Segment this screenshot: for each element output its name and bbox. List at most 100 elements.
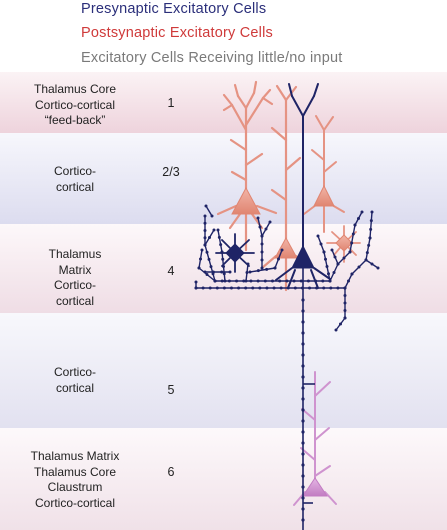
bouton	[256, 269, 260, 273]
layer-band-5: Cortico- cortical 5	[0, 313, 447, 428]
bouton	[329, 286, 333, 290]
bouton	[314, 279, 318, 283]
axon-varicosity	[301, 298, 305, 302]
bouton	[271, 279, 274, 283]
axon-varicosity	[301, 430, 305, 434]
bouton	[211, 272, 215, 276]
bouton	[299, 279, 303, 283]
layer-6-number: 6	[167, 465, 175, 479]
bouton	[286, 286, 290, 290]
bouton	[220, 250, 224, 254]
bouton	[237, 286, 241, 290]
bouton	[235, 279, 239, 283]
legend-little-input: Excitatory Cells Receiving little/no inp…	[81, 50, 343, 66]
bouton	[368, 236, 372, 240]
bouton	[199, 257, 202, 261]
bouton	[197, 266, 201, 270]
bouton	[264, 227, 268, 231]
bouton	[360, 210, 364, 214]
bouton	[348, 250, 352, 254]
layer-band-6: Thalamus Matrix Thalamus Core Claustrum …	[0, 428, 447, 530]
bouton	[273, 266, 277, 270]
bouton	[228, 270, 232, 274]
bouton	[194, 286, 198, 290]
axon-varicosity	[301, 408, 305, 412]
bouton	[208, 236, 211, 239]
bouton	[209, 265, 213, 269]
bouton	[205, 250, 209, 254]
bouton	[322, 250, 326, 254]
bouton	[350, 272, 354, 276]
bouton	[322, 286, 326, 290]
bouton	[217, 235, 221, 239]
bouton	[325, 265, 329, 268]
axon-varicosity	[301, 485, 305, 489]
layer-1-inputs-text: Thalamus Core Cortico-cortical “feed-bac…	[33, 82, 117, 127]
little-input-pyramidal-cell-layer-6	[293, 371, 337, 506]
bouton	[353, 223, 357, 227]
bouton	[260, 258, 264, 262]
bouton	[336, 262, 340, 266]
bouton	[370, 262, 374, 266]
bouton	[229, 286, 233, 290]
arbor-branch	[205, 205, 213, 217]
bouton	[343, 309, 347, 312]
axon-varicosity	[301, 507, 305, 511]
bouton	[248, 270, 252, 274]
bouton	[365, 251, 369, 255]
axon-varicosity	[301, 397, 305, 401]
layer-4-inputs-text: Thalamus Matrix Cortico- cortical	[48, 247, 102, 308]
axon-varicosity	[301, 452, 305, 456]
axon-varicosity	[301, 441, 305, 445]
bouton	[220, 270, 224, 274]
axon-varicosity	[301, 419, 305, 423]
bouton	[278, 279, 282, 283]
bouton	[327, 272, 330, 276]
layer-4-inputs: Thalamus Matrix Cortico- cortical	[12, 247, 138, 309]
bouton	[260, 242, 264, 246]
arbor-branch	[249, 267, 276, 273]
presynaptic-axon	[302, 262, 315, 530]
bouton	[219, 243, 223, 247]
bouton	[308, 286, 312, 290]
axon-varicosity	[301, 518, 305, 522]
bouton	[357, 217, 360, 220]
bouton	[328, 279, 332, 283]
bouton	[249, 279, 253, 283]
bouton	[203, 270, 207, 274]
bouton	[285, 279, 289, 283]
bouton	[339, 322, 342, 326]
bouton	[215, 286, 219, 290]
layer-6-inputs: Thalamus Matrix Thalamus Core Claustrum …	[12, 449, 138, 511]
arbor-branch	[349, 224, 356, 253]
bouton	[246, 262, 250, 266]
bouton	[263, 279, 267, 283]
layer-2-3-inputs: Cortico- cortical	[12, 164, 138, 195]
arbor-boutons	[194, 204, 380, 332]
layer-band-2-3: Cortico- cortical 2/3	[0, 133, 447, 224]
arbor-branch	[365, 237, 371, 261]
bouton	[300, 286, 304, 290]
layer-1-number: 1	[167, 96, 175, 110]
bouton	[208, 286, 212, 290]
bouton	[227, 279, 231, 283]
bouton	[210, 214, 214, 218]
bouton	[351, 232, 355, 236]
bouton	[194, 280, 198, 284]
bouton	[280, 248, 284, 252]
presynaptic-pyramidal-cell	[275, 83, 331, 289]
bouton	[272, 286, 276, 290]
layer-5-inputs-text: Cortico- cortical	[53, 365, 96, 395]
axon-varicosity	[301, 353, 305, 357]
bouton	[242, 279, 246, 283]
bouton	[332, 271, 336, 274]
layer-2-3-inputs-text: Cortico- cortical	[53, 164, 96, 194]
bouton	[306, 279, 310, 283]
bouton	[268, 220, 272, 224]
legend-postsynaptic: Postsynaptic Excitatory Cells	[81, 25, 273, 41]
bouton	[244, 279, 248, 283]
bouton	[316, 234, 320, 238]
bouton	[258, 225, 262, 229]
bouton	[370, 210, 374, 214]
